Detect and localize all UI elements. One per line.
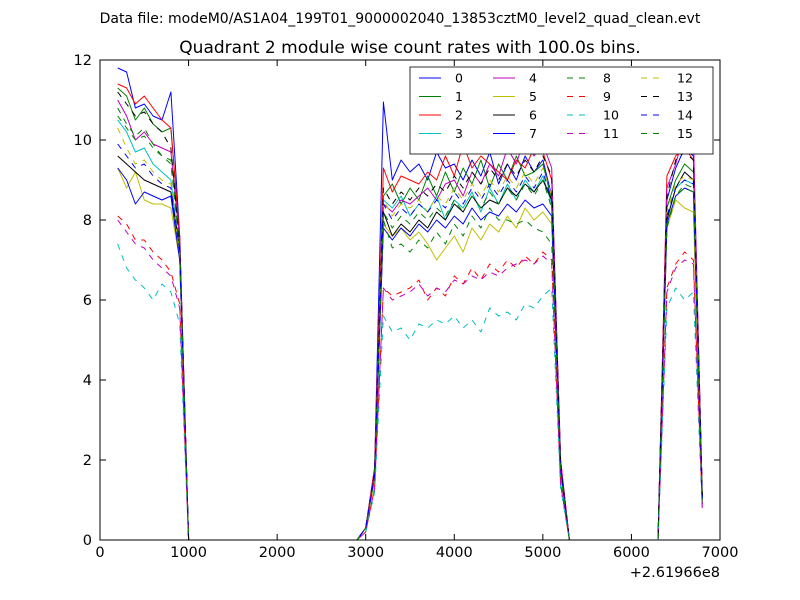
series-line-15 (117, 115, 703, 540)
legend-label-6: 6 (529, 108, 537, 123)
legend-label-5: 5 (529, 89, 537, 104)
x-axis-offset-label: +2.61966e8 (630, 565, 720, 581)
x-tick-label: 4000 (436, 545, 473, 561)
series-line-11 (117, 219, 703, 540)
legend-label-8: 8 (603, 71, 611, 86)
legend-label-14: 14 (677, 108, 693, 123)
x-tick-label: 5000 (524, 545, 561, 561)
legend-label-7: 7 (529, 126, 537, 141)
x-tick-label: 2000 (259, 545, 296, 561)
x-axis: 0 1000 2000 3000 4000 5000 6000 7000 (95, 60, 738, 561)
legend-label-11: 11 (603, 126, 619, 141)
series-layer (117, 67, 703, 540)
series-line-4 (117, 99, 703, 540)
legend-label-0: 0 (455, 71, 463, 86)
legend-label-10: 10 (603, 108, 619, 123)
y-tick-label: 6 (83, 293, 92, 309)
x-tick-label: 6000 (613, 545, 650, 561)
y-tick-label: 2 (83, 453, 92, 469)
x-tick-label: 1000 (170, 545, 207, 561)
legend-label-9: 9 (603, 89, 611, 104)
legend-label-13: 13 (677, 89, 693, 104)
x-tick-label: 3000 (347, 545, 384, 561)
legend-label-12: 12 (677, 71, 693, 86)
figure-suptitle: Data file: modeM0/AS1A04_199T01_90000020… (100, 11, 701, 27)
y-tick-label: 0 (83, 533, 92, 549)
x-tick-label: 7000 (702, 545, 739, 561)
chart-title: Quadrant 2 module wise count rates with … (179, 38, 640, 58)
legend-label-15: 15 (677, 126, 693, 141)
legend-label-3: 3 (455, 126, 463, 141)
y-tick-label: 12 (74, 53, 92, 69)
y-tick-label: 8 (83, 213, 92, 229)
legend-label-4: 4 (529, 71, 537, 86)
y-tick-label: 4 (83, 373, 92, 389)
y-tick-label: 10 (74, 133, 92, 149)
legend-box (409, 66, 714, 155)
x-tick-label: 0 (95, 545, 104, 561)
legend-label-2: 2 (455, 108, 463, 123)
legend-label-1: 1 (455, 89, 463, 104)
series-line-9 (117, 215, 703, 540)
